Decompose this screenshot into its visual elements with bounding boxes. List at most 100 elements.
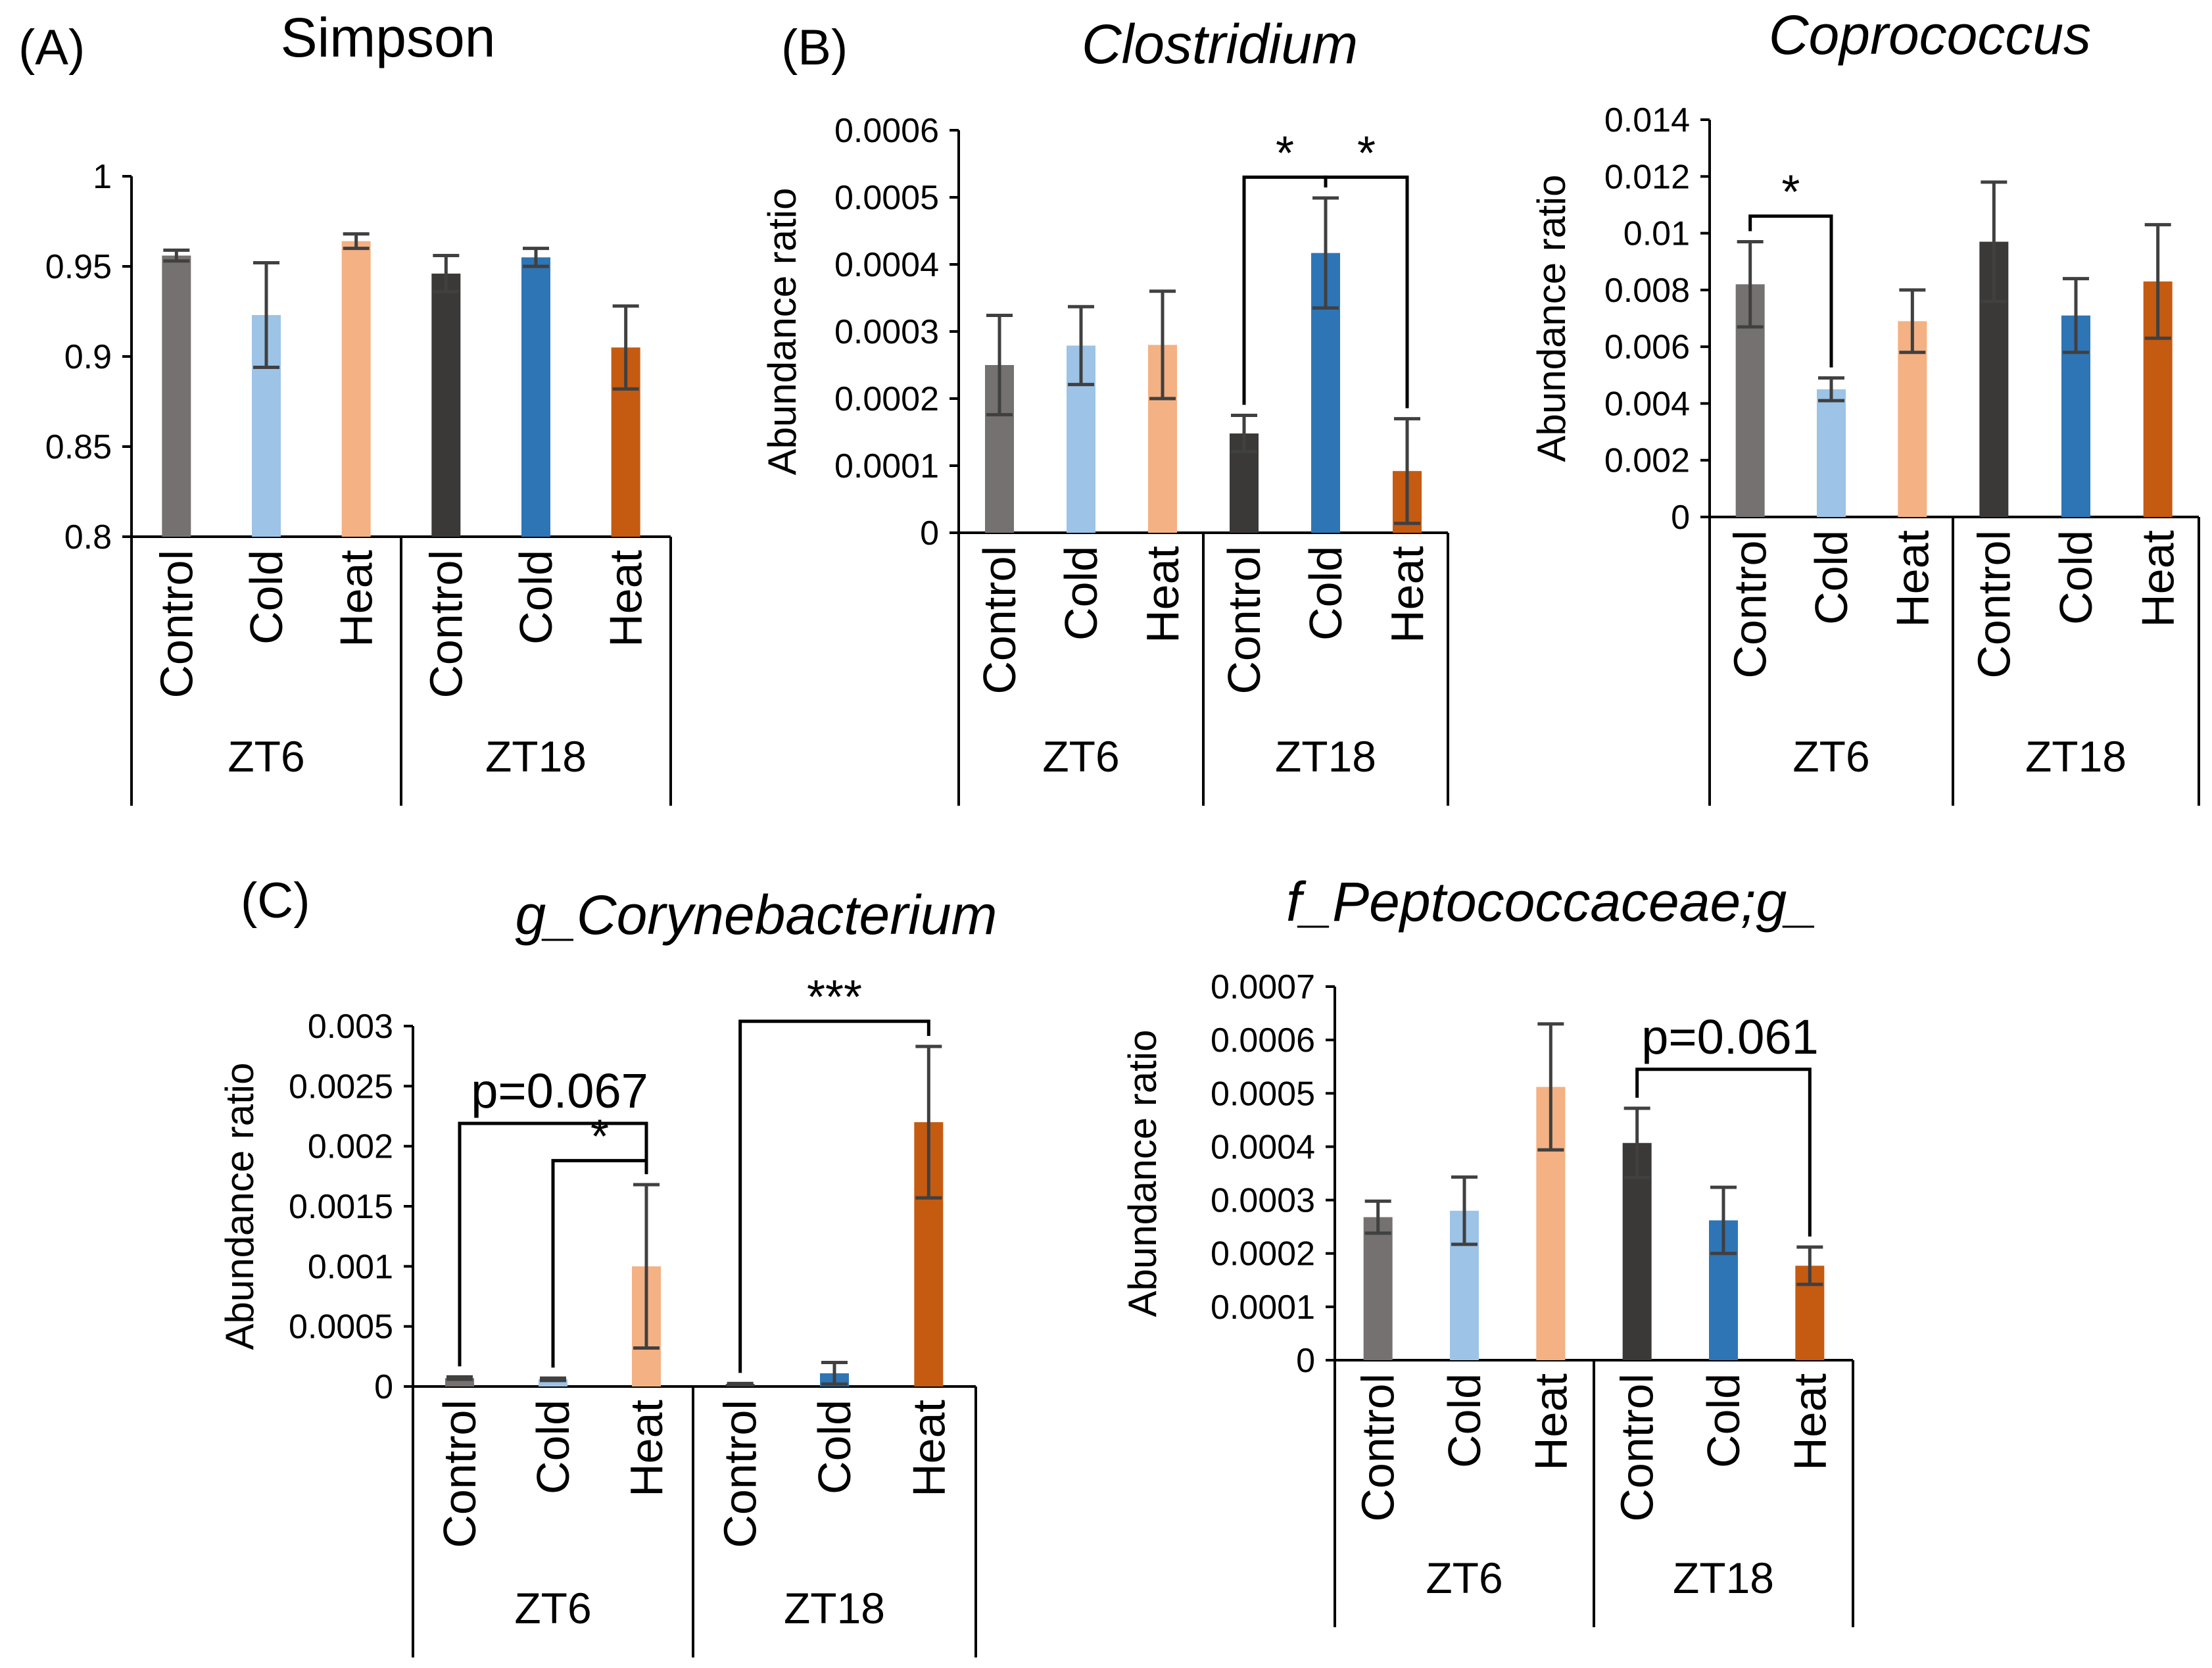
y-axis-label: Abundance ratio <box>760 188 804 476</box>
bar <box>521 257 550 537</box>
y-tick-label: 1 <box>93 158 112 196</box>
panel-label-c: (C) <box>241 873 310 929</box>
x-category-label: Cold <box>809 1400 860 1494</box>
y-tick-label: 0.0001 <box>834 447 939 485</box>
x-category-label: Heat <box>1525 1373 1576 1471</box>
significance-label: *** <box>807 971 862 1024</box>
chart-title: Clostridium <box>1082 13 1358 75</box>
x-category-label: Heat <box>331 550 382 647</box>
bar <box>431 273 461 537</box>
significance-label: * <box>590 1111 609 1164</box>
y-tick-label: 0.0004 <box>1211 1128 1315 1166</box>
x-category-label: Cold <box>1439 1373 1490 1468</box>
x-category-label: Heat <box>1784 1373 1835 1471</box>
y-tick-label: 0.0006 <box>1211 1021 1315 1060</box>
x-category-label: Control <box>715 1400 766 1548</box>
y-tick-label: 0 <box>374 1368 393 1406</box>
x-category-label: Cold <box>510 550 562 645</box>
panel-label-b: (B) <box>781 20 848 76</box>
group-label: ZT6 <box>1042 732 1119 781</box>
y-tick-label: 0.95 <box>45 248 112 286</box>
significance-label: * <box>1781 166 1800 219</box>
group-label: ZT6 <box>1426 1554 1503 1602</box>
x-category-label: Control <box>1968 530 2019 679</box>
group-label: ZT6 <box>514 1584 591 1632</box>
y-tick-label: 0.008 <box>1604 272 1690 310</box>
chart-1: Clostridium Abundance ratio 0 0.0001 0.0002 0… <box>760 13 1449 806</box>
y-tick-label: 0.0005 <box>1211 1075 1315 1113</box>
y-tick-label: 0.004 <box>1604 385 1690 423</box>
y-tick-label: 0.0005 <box>289 1308 393 1346</box>
x-category-label: Cold <box>1055 546 1107 641</box>
group-label: ZT18 <box>1275 732 1376 781</box>
y-tick-label: 0.002 <box>308 1128 393 1166</box>
chart-4: f_Peptococcaceae;g_ Abundance ratio 0 0.000… <box>1120 871 1854 1627</box>
charts-container: Simpson 0.8 0.85 0.9 0.95 1 Control Cold Heat Con… <box>45 4 2200 1657</box>
y-tick-label: 0.001 <box>308 1248 393 1286</box>
y-tick-label: 0 <box>1296 1342 1315 1380</box>
x-category-label: Heat <box>2132 530 2184 627</box>
chart-title: Simpson <box>281 7 496 68</box>
y-axis-label: Abundance ratio <box>218 1063 262 1350</box>
y-tick-label: 0.0005 <box>834 179 939 217</box>
significance-label: p=0.061 <box>1641 1010 1819 1064</box>
chart-title: Coprococcus <box>1769 4 2091 66</box>
x-category-label: Control <box>1218 546 1270 695</box>
x-category-label: Cold <box>1300 546 1351 641</box>
bar <box>1363 1217 1393 1360</box>
chart-title: f_Peptococcaceae;g_ <box>1286 871 1817 933</box>
group-label: ZT6 <box>1792 732 1869 781</box>
x-category-label: Cold <box>241 550 292 645</box>
significance-bracket <box>1635 1067 1812 1237</box>
y-tick-label: 0.8 <box>64 518 112 556</box>
group-label: ZT18 <box>1673 1554 1774 1602</box>
x-category-label: Cold <box>1806 530 1857 625</box>
chart-0: Simpson 0.8 0.85 0.9 0.95 1 Control Cold Heat Con… <box>45 7 672 806</box>
y-tick-label: 0.0002 <box>834 380 939 418</box>
y-tick-label: 0.012 <box>1604 158 1690 196</box>
significance-bracket <box>1748 214 1833 368</box>
group-label: ZT18 <box>485 732 587 781</box>
x-category-label: Control <box>1353 1373 1404 1522</box>
panel-label-a: (A) <box>18 20 85 76</box>
y-tick-label: 0.9 <box>64 338 112 376</box>
significance-bracket <box>738 1019 930 1373</box>
y-tick-label: 0.0004 <box>834 246 939 284</box>
bar <box>341 241 371 537</box>
x-category-label: Heat <box>1382 546 1433 643</box>
y-tick-label: 0.0001 <box>1211 1288 1315 1327</box>
y-axis-label: Abundance ratio <box>1120 1030 1165 1317</box>
x-category-label: Control <box>151 550 202 699</box>
x-category-label: Heat <box>1137 546 1188 643</box>
y-tick-label: 0.014 <box>1604 101 1690 139</box>
x-category-label: Control <box>420 550 471 699</box>
y-tick-label: 0 <box>920 514 939 552</box>
y-tick-label: 0.0025 <box>289 1067 393 1106</box>
y-tick-label: 0.85 <box>45 428 112 466</box>
y-tick-label: 0.002 <box>1604 442 1690 480</box>
x-category-label: Cold <box>1698 1373 1749 1468</box>
significance-label: p=0.067 <box>471 1064 648 1118</box>
y-tick-label: 0.0006 <box>834 112 939 150</box>
significance-label: * <box>1276 127 1294 180</box>
x-category-label: Control <box>434 1400 485 1548</box>
significance-bracket <box>458 1121 648 1367</box>
group-label: ZT18 <box>784 1584 885 1632</box>
y-tick-label: 0.006 <box>1604 328 1690 366</box>
y-tick-label: 0.0003 <box>834 313 939 351</box>
bar <box>162 255 191 537</box>
significance-bracket <box>551 1159 648 1368</box>
y-tick-label: 0.0015 <box>289 1188 393 1226</box>
group-label: ZT18 <box>2025 732 2127 781</box>
x-category-label: Heat <box>600 550 652 647</box>
y-tick-label: 0 <box>1671 499 1690 537</box>
bar <box>1817 389 1846 517</box>
x-category-label: Cold <box>527 1400 579 1494</box>
significance-bracket <box>1324 175 1409 408</box>
chart-title: g_Corynebacterium <box>515 884 997 946</box>
x-category-label: Control <box>1725 530 1776 679</box>
significance-label: * <box>1357 127 1376 180</box>
y-tick-label: 0.0007 <box>1211 968 1315 1006</box>
x-category-label: Control <box>1612 1373 1663 1522</box>
